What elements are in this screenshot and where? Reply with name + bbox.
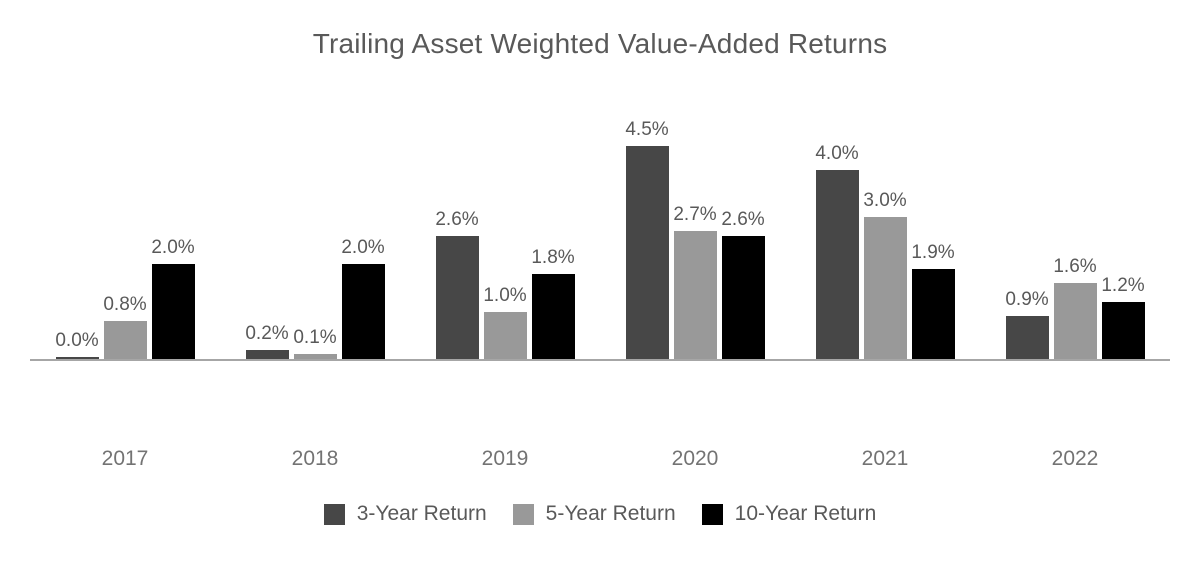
bar-wrap: 2.0% xyxy=(151,237,195,359)
data-label: 3.0% xyxy=(863,190,907,212)
bar-2022-3-Year Return xyxy=(1005,316,1049,359)
bar-wrap: 4.0% xyxy=(815,143,859,359)
bar-2020-5-Year Return xyxy=(673,231,717,359)
data-label: 1.2% xyxy=(1101,275,1145,297)
bar-wrap: 4.5% xyxy=(625,119,669,359)
bar-group-2018: 0.2% 0.1% 2.0% xyxy=(245,237,385,359)
bar-2019-5-Year Return xyxy=(483,311,527,359)
legend-swatch xyxy=(323,503,345,525)
legend: 3-Year Return 5-Year Return 10-Year Return xyxy=(0,502,1200,526)
chart-title: Trailing Asset Weighted Value-Added Retu… xyxy=(312,28,888,59)
bar-2018-10-Year Return xyxy=(341,264,385,359)
legend-label: 10-Year Return xyxy=(734,502,877,525)
bar-2017-10-Year Return xyxy=(151,264,195,359)
bar-group-2022: 0.9% 1.6% 1.2% xyxy=(1005,256,1145,359)
legend-label: 5-Year Return xyxy=(545,502,676,525)
bar-wrap: 1.0% xyxy=(483,285,527,359)
bar-wrap: 2.6% xyxy=(435,209,479,359)
bar-wrap: 0.0% xyxy=(55,330,99,359)
bar-2018-3-Year Return xyxy=(245,349,289,359)
bar-wrap: 2.6% xyxy=(721,209,765,359)
plot-area: 0.0% 0.8% 2.0% 0.2% 0.1% 2.0% 2.6% 1.0% 1.8% 4.5%… xyxy=(30,100,1170,361)
data-label: 4.0% xyxy=(815,142,859,164)
data-label: 1.9% xyxy=(911,242,955,264)
data-label: 2.0% xyxy=(151,237,195,259)
legend-item: 5-Year Return xyxy=(512,502,676,526)
bar-2020-10-Year Return xyxy=(721,236,765,359)
bar-2019-3-Year Return xyxy=(435,236,479,359)
bar-group-2017: 0.0% 0.8% 2.0% xyxy=(55,237,195,359)
bar-2019-10-Year Return xyxy=(531,273,575,359)
bar-2017-5-Year Return xyxy=(103,321,147,359)
bar-wrap: 1.2% xyxy=(1101,275,1145,359)
bar-wrap: 1.8% xyxy=(531,247,575,359)
bar-wrap: 0.9% xyxy=(1005,289,1049,359)
bar-2022-10-Year Return xyxy=(1101,302,1145,359)
x-tick-2017: 2017 xyxy=(101,447,149,470)
bar-wrap: 0.2% xyxy=(245,323,289,359)
legend-label: 3-Year Return xyxy=(356,502,487,525)
data-label: 0.0% xyxy=(55,330,99,351)
data-label: 2.0% xyxy=(341,237,385,259)
data-label: 0.9% xyxy=(1005,289,1049,311)
bar-wrap: 0.1% xyxy=(293,327,337,359)
bar-wrap: 2.7% xyxy=(673,204,717,359)
bar-2021-10-Year Return xyxy=(911,269,955,359)
x-tick-2018: 2018 xyxy=(291,447,339,470)
bar-2021-5-Year Return xyxy=(863,217,907,359)
bar-group-2019: 2.6% 1.0% 1.8% xyxy=(435,209,575,359)
bar-wrap: 2.0% xyxy=(341,237,385,359)
bar-wrap: 0.8% xyxy=(103,294,147,359)
bar-2021-3-Year Return xyxy=(815,169,859,359)
data-label: 0.2% xyxy=(245,322,289,344)
legend-swatch xyxy=(512,503,534,525)
data-label: 4.5% xyxy=(625,119,669,141)
x-tick-2022: 2022 xyxy=(1051,447,1099,470)
legend-item: 10-Year Return xyxy=(701,502,877,526)
bar-wrap: 3.0% xyxy=(863,190,907,359)
bar-2022-5-Year Return xyxy=(1053,283,1097,359)
data-label: 2.6% xyxy=(435,209,479,231)
x-axis: 2017 2018 2019 2020 2021 2022 xyxy=(30,447,1170,471)
bar-group-2020: 4.5% 2.7% 2.6% xyxy=(625,119,765,359)
x-tick-2021: 2021 xyxy=(861,447,909,470)
legend-swatch xyxy=(701,503,723,525)
bar-wrap: 1.9% xyxy=(911,242,955,359)
data-label: 0.1% xyxy=(293,327,337,349)
legend-item: 3-Year Return xyxy=(323,502,487,526)
bar-2017-3-Year Return xyxy=(55,357,99,359)
bar-2018-5-Year Return xyxy=(293,354,337,359)
bar-group-2021: 4.0% 3.0% 1.9% xyxy=(815,143,955,359)
data-label: 0.8% xyxy=(103,294,147,316)
x-tick-2019: 2019 xyxy=(481,447,529,470)
data-label: 1.0% xyxy=(483,284,527,306)
x-tick-2020: 2020 xyxy=(671,447,719,470)
data-label: 2.7% xyxy=(673,204,717,226)
bar-2020-3-Year Return xyxy=(625,146,669,359)
data-label: 2.6% xyxy=(721,209,765,231)
bar-wrap: 1.6% xyxy=(1053,256,1097,359)
data-label: 1.8% xyxy=(531,246,575,268)
data-label: 1.6% xyxy=(1053,256,1097,278)
